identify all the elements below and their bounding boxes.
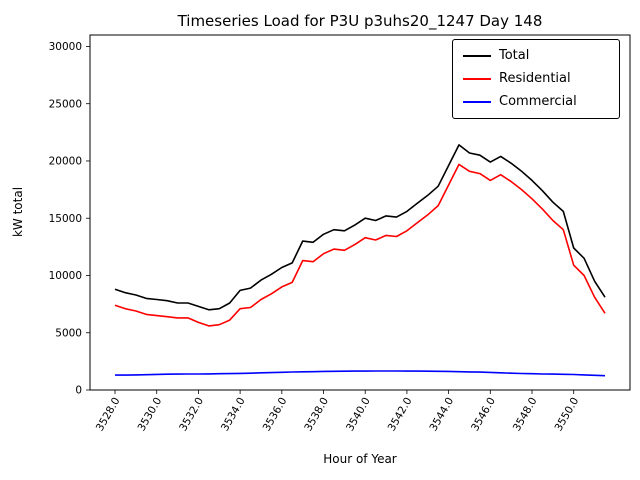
legend-item-total: Total — [463, 49, 609, 63]
series-line-residential — [114, 163, 606, 327]
x-tick-label: 3542.0 — [386, 396, 415, 434]
plot-border — [89, 34, 631, 391]
x-tick-label: 3548.0 — [511, 396, 540, 434]
y-tick-label: 30000 — [49, 41, 82, 53]
legend-item-commercial: Commercial — [463, 95, 609, 109]
y-axis-label: kW total — [11, 187, 25, 237]
series-line-total — [114, 144, 606, 311]
chart-title: Timeseries Load for P3U p3uhs20_1247 Day… — [177, 12, 543, 31]
y-tick-label: 10000 — [49, 270, 82, 282]
x-tick-label: 3540.0 — [344, 396, 373, 434]
x-tick-label: 3538.0 — [302, 396, 331, 434]
x-tick-label: 3546.0 — [469, 396, 498, 434]
legend-label: Total — [499, 48, 530, 63]
y-tick-label: 5000 — [55, 327, 82, 339]
x-tick-label: 3534.0 — [219, 396, 248, 434]
legend-label: Commercial — [499, 94, 577, 109]
x-tick-label: 3530.0 — [136, 396, 165, 434]
y-tick-label: 20000 — [49, 156, 82, 168]
legend-item-residential: Residential — [463, 72, 609, 86]
series-layer — [114, 144, 606, 377]
x-tick-label: 3550.0 — [553, 396, 582, 434]
y-tick-label: 15000 — [49, 213, 82, 225]
legend-label: Residential — [499, 71, 571, 86]
legend: Total Residential Commercial — [452, 39, 620, 119]
legend-line-sample — [463, 78, 491, 80]
y-tick-label: 0 — [75, 385, 82, 397]
y-tick-label: 25000 — [49, 98, 82, 110]
x-tick-label: 3544.0 — [427, 396, 456, 434]
x-tick-label: 3532.0 — [177, 396, 206, 434]
x-tick-label: 3528.0 — [94, 396, 123, 434]
series-line-commercial — [115, 370, 606, 377]
legend-line-sample — [463, 55, 491, 57]
legend-line-sample — [463, 101, 491, 103]
x-tick-label: 3536.0 — [261, 396, 290, 434]
x-axis-label: Hour of Year — [323, 452, 397, 466]
